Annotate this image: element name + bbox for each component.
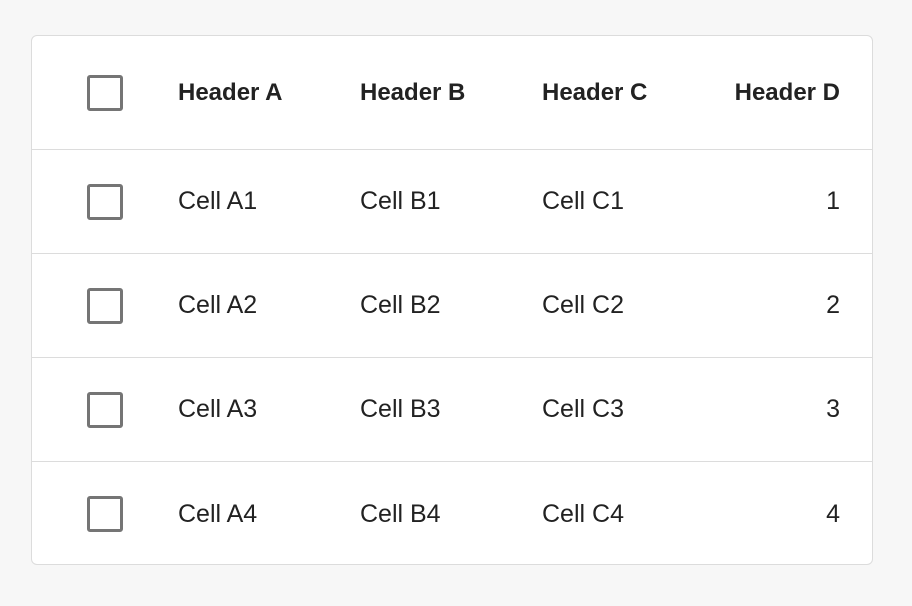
checkbox[interactable] [87,288,123,324]
cell: Cell B2 [360,291,441,319]
checkbox[interactable] [87,496,123,532]
cell: Cell C3 [542,395,624,423]
cell: Cell C4 [542,499,624,528]
cell: Cell A2 [178,291,258,319]
cell: Cell B4 [360,499,441,528]
cell: Cell A4 [178,499,258,528]
table-row: Cell A1 Cell B1 Cell C1 1 [32,150,872,254]
table-row: Cell A2 Cell B2 Cell C2 2 [32,254,872,358]
table-row: Cell A4 Cell B4 Cell C4 4 [32,462,872,564]
number-cell: 4 [826,499,840,528]
cell: Header B [360,78,466,106]
cell: Cell C1 [542,187,624,215]
checkbox[interactable] [87,392,123,428]
checkbox[interactable] [87,75,123,111]
table-row: Cell A3 Cell B3 Cell C3 3 [32,358,872,462]
cell: Header A [178,78,283,106]
cell: Cell A1 [178,187,258,215]
number-cell: 2 [826,291,840,319]
number-cell: Header D [734,78,840,106]
cell: Cell A3 [178,395,258,423]
cell: Cell C2 [542,291,624,319]
cell: Header C [542,78,648,106]
number-cell: 3 [826,395,840,423]
cell: Cell B3 [360,395,441,423]
header-row: Header A Header B Header C Header D [32,36,872,150]
data-table: Header A Header B Header C Header D Cell A1 C… [31,35,873,565]
checkbox[interactable] [87,184,123,220]
cell: Cell B1 [360,187,441,215]
number-cell: 1 [826,187,840,215]
